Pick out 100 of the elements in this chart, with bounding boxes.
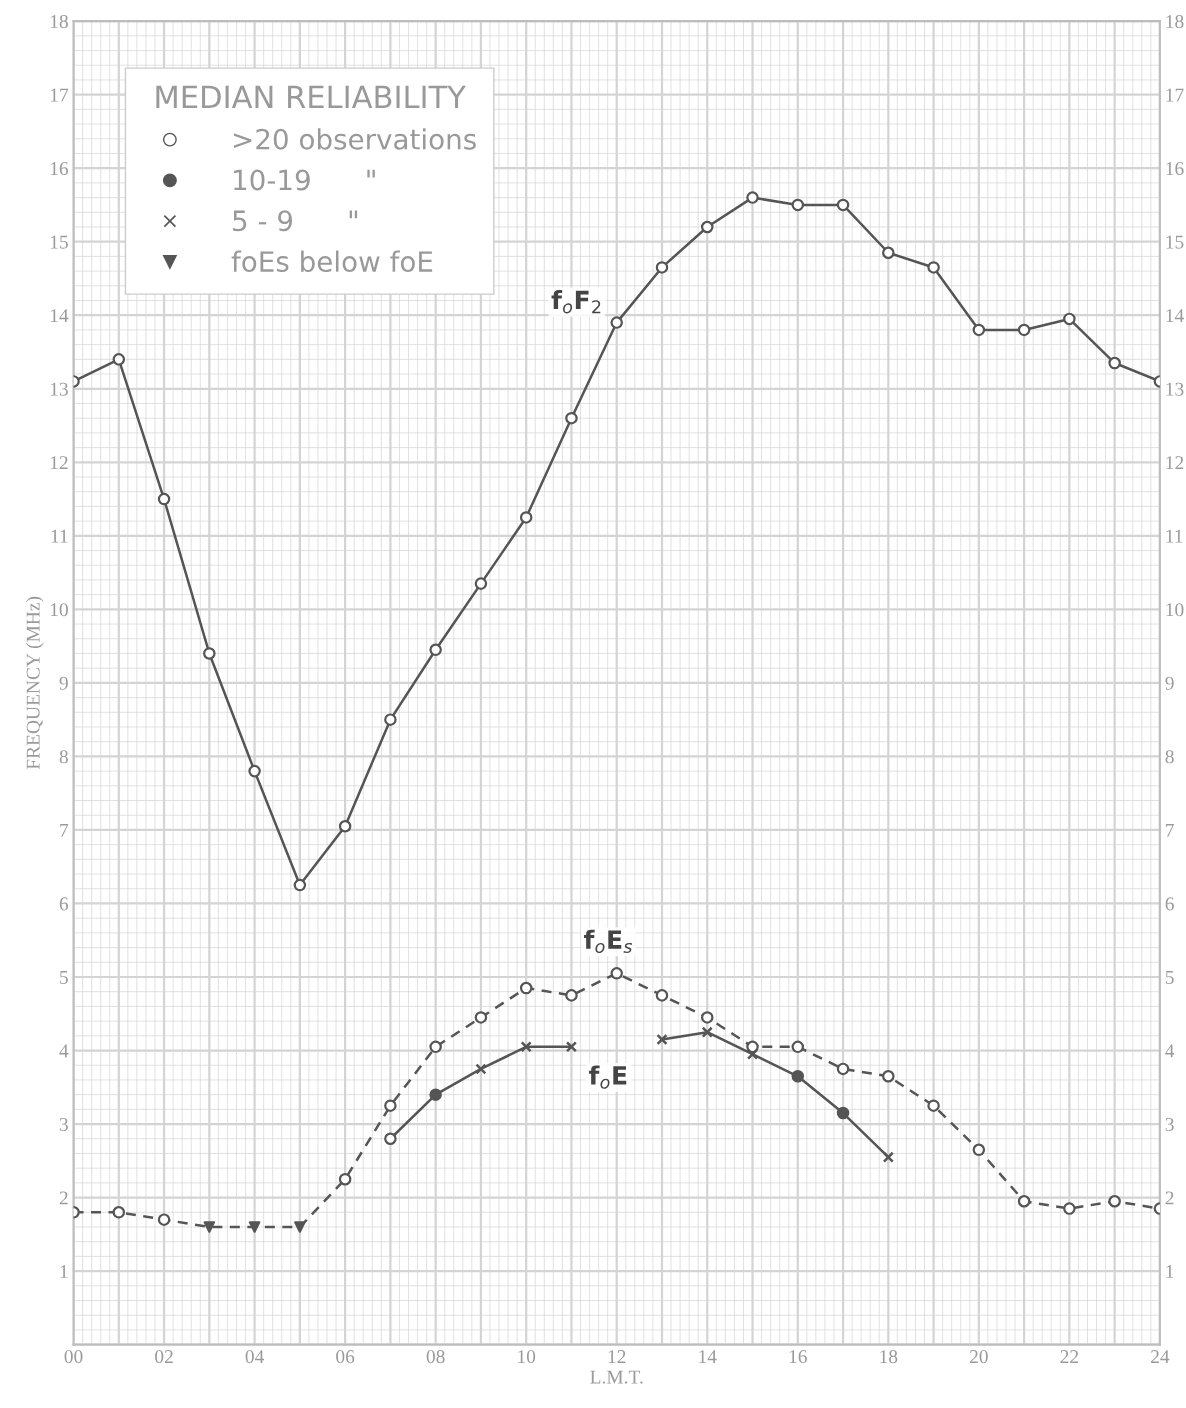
point xyxy=(429,643,442,657)
point xyxy=(565,989,578,1002)
point xyxy=(112,353,126,366)
point xyxy=(836,1106,850,1120)
y-tick-label: 1 xyxy=(60,1265,68,1278)
point xyxy=(882,246,895,259)
series-label: f$_{o}$E xyxy=(588,1065,627,1089)
series-label: f$_{o}$E$_{s}$ xyxy=(583,929,633,954)
point xyxy=(791,198,805,212)
point xyxy=(294,1221,306,1233)
point xyxy=(882,1070,895,1083)
x-tick-label: 14 xyxy=(699,1350,717,1363)
x-tick-label: 10 xyxy=(518,1350,536,1364)
legend-label: foEs below foE xyxy=(231,250,433,273)
point xyxy=(474,1011,488,1024)
y2-tick-label: 17 xyxy=(1166,88,1184,102)
point xyxy=(836,1062,850,1076)
point xyxy=(927,1099,940,1112)
point xyxy=(655,261,669,274)
x-tick-label: 22 xyxy=(1060,1350,1079,1363)
point xyxy=(656,1033,668,1046)
point xyxy=(157,492,171,506)
legend-title: MEDIAN RELIABILITY xyxy=(156,85,466,108)
y-tick-label: 12 xyxy=(50,456,68,470)
point xyxy=(610,316,623,329)
y2-tick-label: 2 xyxy=(1165,1191,1174,1205)
point xyxy=(475,1063,487,1075)
y-tick-label: 10 xyxy=(50,603,68,617)
y-tick-label: 18 xyxy=(50,14,68,29)
point xyxy=(384,713,397,726)
point xyxy=(520,1041,532,1053)
x-tick-label: 00 xyxy=(64,1350,83,1364)
y2-tick-label: 5 xyxy=(1165,971,1174,984)
series-label: f$_{o}$F$_{2}$ xyxy=(551,290,601,314)
y2-tick-label: 9 xyxy=(1165,676,1174,690)
point xyxy=(429,1088,442,1101)
point xyxy=(293,878,307,892)
point xyxy=(701,1026,713,1038)
legend-label: 5 - 9 " xyxy=(233,210,358,232)
point xyxy=(700,220,714,234)
point xyxy=(565,411,578,425)
point xyxy=(655,989,669,1002)
y-tick-label: 7 xyxy=(60,823,69,837)
y2-tick-label: 8 xyxy=(1165,750,1174,764)
y2-tick-label: 13 xyxy=(1166,382,1184,396)
point xyxy=(384,1132,397,1146)
point xyxy=(519,511,533,524)
point xyxy=(882,1151,894,1163)
y-tick-label: 15 xyxy=(50,235,68,249)
point xyxy=(474,577,488,590)
x-tick-label: 24 xyxy=(1151,1350,1170,1363)
y2-tick-label: 4 xyxy=(1165,1044,1175,1058)
x-tick-label: 20 xyxy=(969,1350,988,1364)
point xyxy=(203,1221,216,1233)
point xyxy=(610,967,623,980)
x-tick-label: 12 xyxy=(608,1350,626,1363)
point xyxy=(927,261,940,274)
point xyxy=(429,1040,442,1054)
x-tick-label: 04 xyxy=(245,1350,265,1364)
point xyxy=(338,1172,352,1186)
y-tick-label: 16 xyxy=(50,162,69,176)
point xyxy=(248,1221,261,1233)
point xyxy=(791,1070,805,1083)
y2-tick-label: 6 xyxy=(1165,897,1174,911)
y2-tick-label: 15 xyxy=(1166,235,1184,249)
y-axis-title: FREQUENCY (MHz) xyxy=(26,596,44,770)
point xyxy=(791,1040,805,1054)
point xyxy=(1063,1202,1076,1215)
point xyxy=(519,981,533,995)
y-tick-label: 4 xyxy=(59,1044,69,1058)
x-tick-label: 16 xyxy=(789,1350,807,1364)
x-tick-label: 06 xyxy=(336,1350,355,1364)
point xyxy=(972,323,986,337)
point xyxy=(1108,1195,1121,1208)
point xyxy=(746,191,759,204)
x-tick-label: 02 xyxy=(155,1350,173,1364)
y-tick-label: 5 xyxy=(60,971,68,984)
point xyxy=(972,1143,986,1157)
legend-label: >20 observations xyxy=(233,128,476,150)
point xyxy=(746,1048,759,1060)
point xyxy=(700,1011,714,1024)
y2-tick-label: 12 xyxy=(1166,456,1184,470)
y-tick-label: 2 xyxy=(59,1191,68,1205)
point xyxy=(203,647,216,660)
point xyxy=(157,1213,171,1226)
point xyxy=(1063,312,1076,326)
y2-tick-label: 14 xyxy=(1166,309,1184,322)
y-tick-label: 14 xyxy=(50,309,69,322)
y2-tick-label: 7 xyxy=(1166,823,1174,837)
x-tick-label: 18 xyxy=(880,1350,898,1364)
y2-tick-label: 11 xyxy=(1166,529,1183,543)
y-tick-label: 13 xyxy=(50,382,68,396)
y2-tick-label: 10 xyxy=(1166,603,1184,617)
y2-tick-label: 16 xyxy=(1166,162,1184,176)
legend-label: 10-19 " xyxy=(234,169,375,191)
y2-tick-label: 3 xyxy=(1165,1117,1174,1131)
y-tick-label: 8 xyxy=(59,750,68,764)
y-tick-label: 11 xyxy=(51,529,68,543)
point xyxy=(112,1206,126,1219)
point xyxy=(248,764,261,778)
